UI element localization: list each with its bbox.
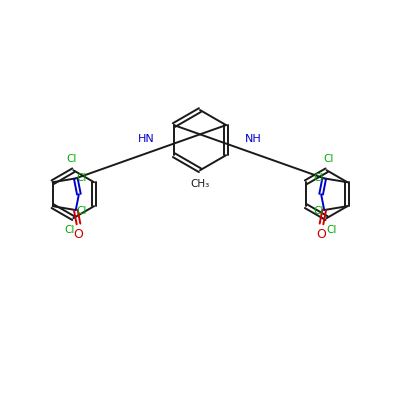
Text: Cl: Cl: [323, 154, 334, 164]
Text: CH₃: CH₃: [190, 179, 210, 189]
Text: Cl: Cl: [66, 154, 77, 164]
Text: HN: HN: [138, 134, 155, 144]
Text: Cl: Cl: [64, 225, 75, 235]
Text: O: O: [74, 228, 84, 241]
Text: Cl: Cl: [76, 173, 87, 183]
Text: O: O: [316, 228, 326, 241]
Text: NH: NH: [245, 134, 262, 144]
Text: Cl: Cl: [76, 206, 87, 216]
Text: Cl: Cl: [326, 225, 336, 235]
Text: Cl: Cl: [313, 173, 324, 183]
Text: Cl: Cl: [313, 206, 324, 216]
